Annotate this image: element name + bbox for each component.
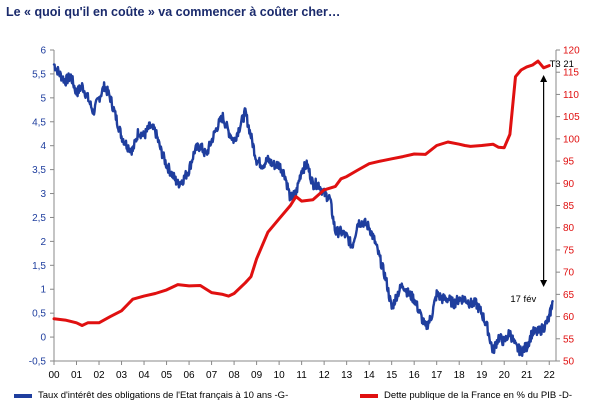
x-tick-label: 09 bbox=[251, 370, 263, 381]
y-right-tick-label: 80 bbox=[563, 223, 575, 234]
x-tick-label: 22 bbox=[544, 370, 556, 381]
legend-swatch-red bbox=[360, 393, 378, 398]
x-tick-label: 01 bbox=[71, 370, 83, 381]
y-right-tick-label: 95 bbox=[563, 157, 575, 168]
y-left-tick-label: 3,5 bbox=[32, 165, 46, 176]
x-tick-label: 11 bbox=[296, 370, 307, 381]
x-tick-label: 15 bbox=[386, 370, 398, 381]
page-title: Le « quoi qu'il en coûte » va commencer … bbox=[6, 5, 341, 19]
y-left-tick-label: 0 bbox=[40, 333, 46, 344]
x-tick-label: 04 bbox=[138, 370, 150, 381]
x-tick-label: 10 bbox=[274, 370, 286, 381]
x-tick-label: 19 bbox=[476, 370, 488, 381]
y-right-tick-label: 70 bbox=[563, 268, 575, 279]
y-right-tick-label: 50 bbox=[563, 357, 575, 368]
y-right-tick-label: 60 bbox=[563, 312, 575, 323]
x-tick-label: 21 bbox=[521, 370, 533, 381]
y-left-tick-label: 0,5 bbox=[32, 309, 46, 320]
legend-item-public-debt: Dette publique de la France en % du PIB … bbox=[360, 390, 572, 401]
y-right-tick-label: 55 bbox=[563, 334, 575, 345]
legend-label-public-debt: Dette publique de la France en % du PIB … bbox=[384, 390, 572, 401]
x-tick-label: 00 bbox=[48, 370, 60, 381]
x-tick-label: 03 bbox=[116, 370, 128, 381]
y-left-tick-label: 1,5 bbox=[32, 261, 46, 272]
x-tick-label: 06 bbox=[184, 370, 196, 381]
legend-item-interest-rate: Taux d'intérêt des obligations de l'Etat… bbox=[14, 390, 288, 401]
y-right-tick-label: 65 bbox=[563, 290, 575, 301]
y-left-tick-label: 4,5 bbox=[32, 117, 46, 128]
y-left-tick-label: 5,5 bbox=[32, 69, 46, 80]
y-left-tick-label: 3 bbox=[40, 189, 46, 200]
y-right-tick-label: 75 bbox=[563, 245, 575, 256]
y-right-tick-label: 85 bbox=[563, 201, 575, 212]
y-left-tick-label: -0,5 bbox=[29, 357, 47, 368]
x-tick-label: 17 bbox=[431, 370, 443, 381]
x-tick-label: 08 bbox=[229, 370, 241, 381]
y-right-tick-label: 100 bbox=[563, 134, 580, 145]
interest-rate-series-line bbox=[52, 63, 554, 357]
y-left-tick-label: 1 bbox=[40, 285, 46, 296]
x-tick-label: 16 bbox=[409, 370, 421, 381]
y-left-tick-label: 2 bbox=[40, 237, 46, 248]
x-tick-label: 13 bbox=[341, 370, 353, 381]
y-right-tick-label: 120 bbox=[563, 46, 580, 57]
legend-label-interest-rate: Taux d'intérêt des obligations de l'Etat… bbox=[38, 390, 289, 401]
annotation-arrow-head-top bbox=[540, 75, 548, 82]
x-tick-label: 12 bbox=[319, 370, 331, 381]
y-left-tick-label: 4 bbox=[40, 141, 46, 152]
x-tick-label: 18 bbox=[454, 370, 466, 381]
y-left-tick-label: 5 bbox=[40, 93, 46, 104]
x-tick-label: 14 bbox=[364, 370, 376, 381]
y-left-tick-label: 2,5 bbox=[32, 213, 46, 224]
y-right-tick-label: 110 bbox=[563, 90, 579, 101]
x-tick-label: 05 bbox=[161, 370, 173, 381]
annotation-label-top: T3 21 bbox=[550, 59, 574, 70]
annotation-arrow-head-bottom bbox=[540, 280, 548, 287]
y-right-tick-label: 105 bbox=[563, 112, 580, 123]
y-right-tick-label: 90 bbox=[563, 179, 575, 190]
public-debt-series-line bbox=[52, 59, 551, 327]
chart-legend: Taux d'intérêt des obligations de l'Etat… bbox=[0, 390, 609, 406]
y-left-tick-label: 6 bbox=[40, 46, 46, 57]
y-right-tick-label: 115 bbox=[563, 68, 579, 79]
annotation-label-bottom: 17 fév bbox=[510, 294, 536, 305]
x-tick-label: 07 bbox=[206, 370, 218, 381]
legend-swatch-blue bbox=[14, 393, 32, 398]
x-tick-label: 02 bbox=[93, 370, 105, 381]
x-tick-label: 20 bbox=[499, 370, 511, 381]
